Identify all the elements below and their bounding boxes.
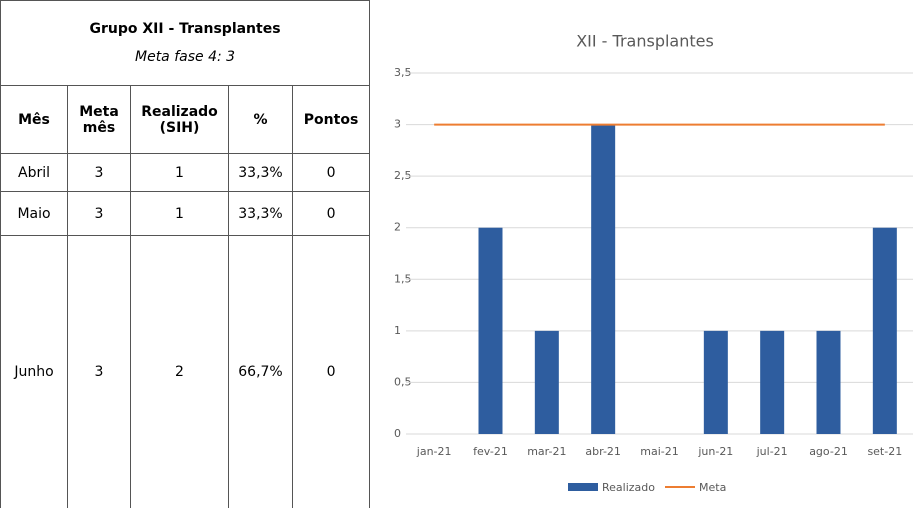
bar <box>478 227 503 434</box>
table-cell: Junho <box>0 235 68 508</box>
y-tick-label: 2,5 <box>394 169 412 182</box>
x-tick-label: set-21 <box>867 445 902 458</box>
y-tick-label: 1,5 <box>394 272 412 285</box>
x-tick-label: jun-21 <box>697 445 733 458</box>
y-tick-label: 0,5 <box>394 375 412 388</box>
table-cell: 0 <box>291 153 371 192</box>
x-tick-label: jan-21 <box>416 445 452 458</box>
bar <box>816 330 841 434</box>
table-cell: 33,3% <box>228 153 293 192</box>
table-row: Abril 3 1 33,3% 0 <box>0 153 371 192</box>
table-cell: 0 <box>291 191 371 236</box>
table-cell: Maio <box>0 191 68 236</box>
table-cell: 2 <box>130 235 229 508</box>
table-row: Junho 3 2 66,7% 0 <box>0 235 371 508</box>
bar <box>760 330 785 434</box>
y-tick-label: 0 <box>394 427 401 440</box>
table-cell: 66,7% <box>228 235 293 508</box>
table-cell: 1 <box>130 153 229 192</box>
table-title-cell: Grupo XII - Transplantes Meta fase 4: 3 <box>0 0 371 86</box>
y-tick-label: 3 <box>394 118 401 131</box>
legend-label: Meta <box>699 481 726 494</box>
table-row: Maio 3 1 33,3% 0 <box>0 191 371 236</box>
column-header: Realizado (SIH) <box>130 85 229 154</box>
table-cell: Abril <box>0 153 68 192</box>
bar <box>703 330 728 434</box>
y-tick-label: 3,5 <box>394 66 412 79</box>
bar <box>872 227 897 434</box>
table-title: Grupo XII - Transplantes <box>89 21 281 37</box>
x-tick-label: mai-21 <box>640 445 678 458</box>
bar <box>534 330 559 434</box>
table-cell: 3 <box>67 191 131 236</box>
legend-label: Realizado <box>602 481 655 494</box>
table-cell: 0 <box>291 235 371 508</box>
x-tick-label: jul-21 <box>756 445 788 458</box>
x-tick-label: ago-21 <box>809 445 848 458</box>
column-header: Meta mês <box>67 85 131 154</box>
column-header: Mês <box>0 85 68 154</box>
y-tick-label: 1 <box>394 324 401 337</box>
legend-swatch <box>568 483 598 491</box>
column-header: Pontos <box>291 85 371 154</box>
y-tick-label: 2 <box>394 221 401 234</box>
bar <box>591 124 616 435</box>
table-cell: 3 <box>67 235 131 508</box>
chart: XII - Transplantes 0 0,5 1 1,5 2 2,5 3 3,5 jan-2… <box>394 32 913 494</box>
chart-title: XII - Transplantes <box>576 32 714 51</box>
table-cell: 3 <box>67 153 131 192</box>
table-cell: 33,3% <box>228 191 293 236</box>
x-tick-label: fev-21 <box>473 445 508 458</box>
x-tick-label: abr-21 <box>585 445 621 458</box>
table-subtitle: Meta fase 4: 3 <box>135 49 236 65</box>
column-header: % <box>228 85 293 154</box>
data-table: Grupo XII - Transplantes Meta fase 4: 3 … <box>0 0 371 508</box>
table-cell: 1 <box>130 191 229 236</box>
x-tick-label: mar-21 <box>527 445 566 458</box>
